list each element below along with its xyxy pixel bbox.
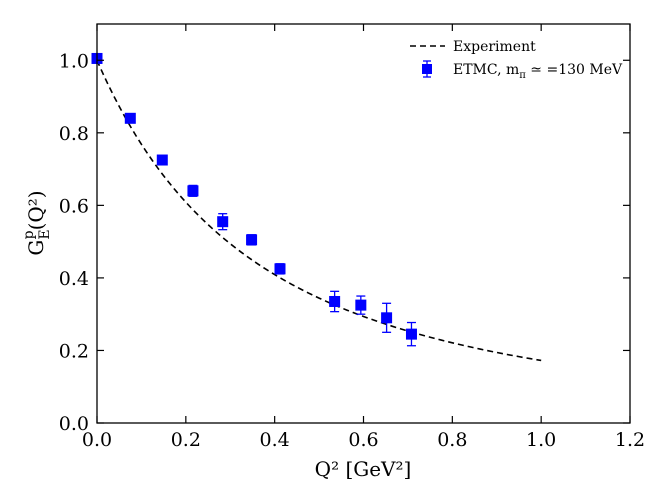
plot-area — [97, 24, 630, 423]
etmc-marker-1 — [124, 112, 136, 124]
y-axis-label-sup: p — [21, 230, 37, 239]
plot-frame — [96, 23, 631, 424]
etmc-marker-2 — [156, 154, 168, 166]
y-axis-label-sub: E — [37, 229, 53, 239]
legend-etmc-marker — [422, 64, 432, 74]
etmc-marker-5 — [246, 234, 258, 246]
etmc-point-8 — [355, 295, 367, 315]
x-tick-label-0: 0.0 — [82, 429, 112, 451]
x-tick-label-1: 0.2 — [171, 429, 201, 451]
legend-etmc-label: ETMC, mπ ≃ =130 MeV — [453, 62, 623, 81]
legend-etmc-label-sub: π — [519, 70, 526, 81]
etmc-point-9 — [381, 302, 393, 333]
etmc-marker-8 — [355, 299, 367, 311]
etmc-point-7 — [329, 290, 341, 313]
y-tick-label-1: 0.2 — [59, 340, 89, 362]
etmc-marker-6 — [274, 263, 286, 275]
y-tick-label-2: 0.4 — [59, 268, 89, 290]
etmc-marker-3 — [187, 185, 199, 197]
etmc-marker-9 — [381, 312, 393, 324]
etmc-point-5 — [246, 234, 258, 246]
x-tick-label-6: 1.2 — [615, 429, 645, 451]
y-axis-label-main: G — [24, 240, 48, 256]
chart-marks — [91, 52, 542, 362]
chart-ticks: 0.0 0.2 0.4 0.6 0.8 1.0 1.2 0.0 0.2 0.4 0.6 0.8 1.0 — [59, 24, 645, 451]
legend: Experiment ETMC, mπ ≃ =130 MeV — [410, 39, 623, 81]
x-axis-label: Q² [GeV²] — [315, 457, 412, 481]
legend-etmc-label-tail: ≃ =130 MeV — [526, 62, 623, 78]
y-axis-label-tail: (Q²) — [24, 190, 48, 230]
y-tick-label-0: 0.0 — [59, 413, 89, 435]
legend-etmc-label-main: ETMC, m — [453, 62, 519, 78]
x-tick-label-4: 0.8 — [437, 429, 467, 451]
x-tick-label-3: 0.6 — [348, 429, 378, 451]
etmc-marker-4 — [217, 216, 229, 228]
y-axis-label: GEp(Q²) — [21, 190, 53, 255]
etmc-point-6 — [274, 263, 286, 275]
etmc-marker-10 — [405, 328, 417, 340]
x-tick-label-2: 0.4 — [260, 429, 290, 451]
y-tick-label-5: 1.0 — [59, 50, 89, 72]
etmc-point-2 — [156, 154, 168, 166]
x-tick-label-5: 1.0 — [526, 429, 556, 451]
etmc-point-1 — [124, 112, 136, 124]
etmc-point-3 — [187, 184, 199, 197]
y-tick-label-3: 0.6 — [59, 195, 89, 217]
experiment-curve — [96, 59, 542, 362]
etmc-point-4 — [217, 213, 229, 231]
etmc-point-10 — [405, 321, 417, 347]
etmc-marker-7 — [329, 295, 341, 307]
legend-experiment-label: Experiment — [453, 39, 536, 55]
y-tick-label-4: 0.8 — [59, 123, 89, 145]
